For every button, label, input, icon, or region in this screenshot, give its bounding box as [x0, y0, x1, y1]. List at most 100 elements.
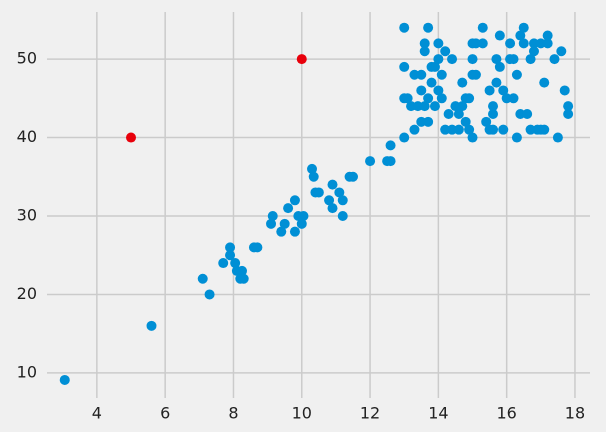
- point: [436, 93, 447, 104]
- point: [488, 101, 499, 112]
- point: [457, 101, 468, 112]
- point: [276, 226, 287, 237]
- point: [528, 46, 539, 57]
- point: [267, 210, 278, 221]
- point: [426, 77, 437, 88]
- point: [225, 250, 236, 261]
- point: [406, 101, 417, 112]
- point: [481, 116, 492, 127]
- point: [450, 101, 461, 112]
- point: [525, 54, 536, 65]
- point: [204, 289, 215, 300]
- point: [552, 132, 563, 143]
- point: [556, 46, 567, 57]
- point: [539, 77, 550, 88]
- x-tick-label: 8: [228, 404, 238, 423]
- x-tick-label: 4: [92, 404, 102, 423]
- point: [440, 46, 451, 57]
- point: [298, 210, 309, 221]
- point: [334, 187, 345, 198]
- point: [412, 101, 423, 112]
- point: [423, 22, 434, 33]
- point: [365, 156, 376, 167]
- point: [296, 54, 307, 65]
- point: [505, 38, 516, 49]
- point: [289, 226, 300, 237]
- point: [433, 54, 444, 65]
- point: [402, 93, 413, 104]
- point: [511, 69, 522, 80]
- point: [515, 108, 526, 119]
- point: [484, 85, 495, 96]
- point: [385, 140, 396, 151]
- x-tick-label: 16: [496, 404, 516, 423]
- point: [385, 156, 396, 167]
- point: [528, 38, 539, 49]
- point: [539, 124, 550, 135]
- point: [419, 38, 430, 49]
- point: [477, 38, 488, 49]
- y-tick-label: 10: [17, 362, 37, 381]
- point: [327, 203, 338, 214]
- point: [423, 93, 434, 104]
- point: [518, 38, 529, 49]
- point: [337, 195, 348, 206]
- point: [423, 116, 434, 127]
- point: [252, 242, 263, 253]
- point: [347, 171, 358, 182]
- point: [542, 30, 553, 41]
- point: [508, 54, 519, 65]
- point: [283, 203, 294, 214]
- point: [460, 116, 471, 127]
- point: [549, 54, 560, 65]
- point: [522, 108, 533, 119]
- point: [313, 187, 324, 198]
- point: [535, 38, 546, 49]
- point: [501, 93, 512, 104]
- point: [447, 54, 458, 65]
- point: [508, 93, 519, 104]
- point: [443, 108, 454, 119]
- point: [416, 85, 427, 96]
- point: [447, 124, 458, 135]
- point: [279, 218, 290, 229]
- point: [238, 273, 249, 284]
- point: [419, 101, 430, 112]
- point: [467, 132, 478, 143]
- point: [542, 38, 553, 49]
- point: [197, 273, 208, 284]
- point: [491, 54, 502, 65]
- point: [399, 61, 410, 72]
- point: [433, 85, 444, 96]
- point: [453, 124, 464, 135]
- point: [409, 124, 420, 135]
- point: [416, 69, 427, 80]
- point: [436, 69, 447, 80]
- point: [515, 30, 526, 41]
- point: [470, 69, 481, 80]
- point: [563, 101, 574, 112]
- point: [488, 124, 499, 135]
- x-tick-label: 18: [565, 404, 585, 423]
- y-tick-label: 20: [17, 284, 37, 303]
- point: [337, 210, 348, 221]
- point: [457, 77, 468, 88]
- point: [429, 61, 440, 72]
- point: [324, 195, 335, 206]
- y-tick-label: 40: [17, 127, 37, 146]
- point: [464, 124, 475, 135]
- point: [433, 38, 444, 49]
- point: [494, 61, 505, 72]
- point: [419, 46, 430, 57]
- point: [399, 132, 410, 143]
- x-tick-label: 12: [360, 404, 380, 423]
- y-tick-label: 50: [17, 49, 37, 68]
- point: [563, 108, 574, 119]
- point: [453, 108, 464, 119]
- point: [491, 77, 502, 88]
- point: [296, 218, 307, 229]
- point: [494, 30, 505, 41]
- point: [440, 124, 451, 135]
- point: [429, 101, 440, 112]
